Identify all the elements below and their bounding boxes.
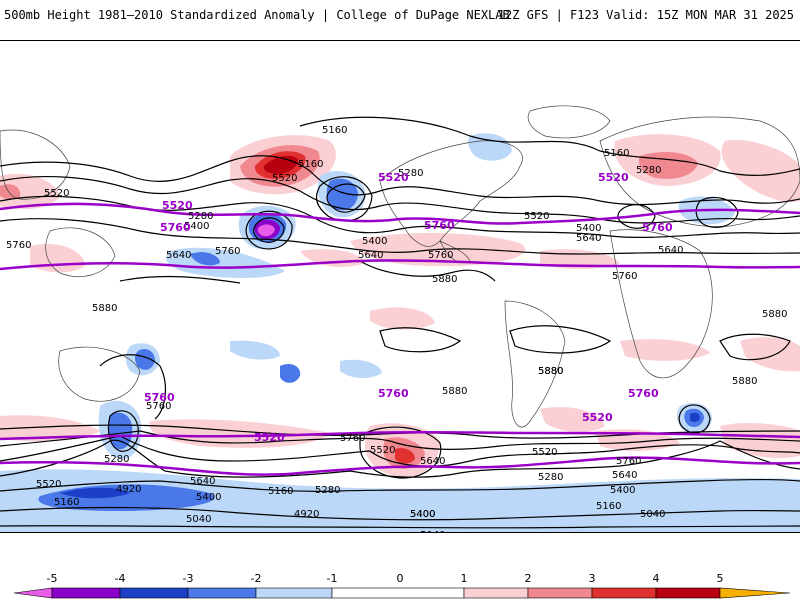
contour-label: 5400 [410, 509, 435, 520]
contour-label: 5520 [532, 447, 557, 458]
map-title: 500mb Height 1981–2010 Standardized Anom… [4, 8, 510, 22]
highlight-contour-label: 5760 [144, 391, 175, 404]
colorbar-tick-label: 4 [653, 572, 660, 585]
contour-label: 5760 [215, 246, 240, 257]
contour-label: 5040 [186, 514, 211, 525]
contour-label: 5400 [410, 509, 435, 520]
map-canvas[interactable]: 5160 5160 5280 5160 5280 5520 5520 5280 … [0, 41, 800, 533]
contour-label: 5760 [340, 433, 365, 444]
colorbar-tick-label: -4 [115, 572, 126, 585]
contour-label: 5400 [610, 485, 635, 496]
colorbar-tick-label: -5 [47, 572, 58, 585]
highlight-contours [0, 202, 800, 476]
colorbar-swatch [13, 587, 53, 599]
highlight-contour-label: 5520 [162, 199, 193, 212]
colorbar-tick-label: 0 [397, 572, 404, 585]
contour-label: 5640 [190, 476, 215, 487]
colorbar-swatch [255, 587, 333, 599]
contour-label: 5760 [6, 240, 31, 251]
contour-label: 5880 [732, 376, 757, 387]
highlight-contour-label: 5520 [254, 431, 285, 444]
contour-label: 5880 [92, 303, 117, 314]
contour-label: 5760 [616, 456, 641, 467]
colorbar-tick-label: -2 [251, 572, 262, 585]
contour-label: 5160 [298, 159, 323, 170]
contour-label: 5640 [576, 233, 601, 244]
contour-label: 5040 [640, 509, 665, 520]
colorbar-swatch [119, 587, 189, 599]
contour-label: 5760 [428, 250, 453, 261]
highlight-contour-label: 5520 [598, 171, 629, 184]
contour-label: 5400 [576, 223, 601, 234]
contour-label: 5280 [538, 472, 563, 483]
contour-label: 5160 [596, 501, 621, 512]
colorbar-swatch [463, 587, 529, 599]
contour-label: 5160 [54, 497, 79, 508]
contour-label: 5640 [358, 250, 383, 261]
colorbar-swatch [591, 587, 657, 599]
colorbar-swatch [331, 587, 465, 599]
contour-label: 4920 [294, 509, 319, 520]
colorbar-swatch [527, 587, 593, 599]
contour-label: 5760 [146, 401, 171, 412]
contour-label: 5520 [44, 188, 69, 199]
highlight-contour-label: 5520 [378, 171, 409, 184]
contour-label: 5880 [538, 366, 563, 377]
contour-label: 5280 [104, 454, 129, 465]
contour-label: 5760 [612, 271, 637, 282]
contour-labels: 5160 5160 5280 5160 5280 5520 5520 5280 … [6, 125, 787, 533]
contour-label: 5640 [166, 250, 191, 261]
contour-label: 5280 [398, 168, 423, 179]
contour-label: 5280 [188, 211, 213, 222]
colorbar-swatch [187, 587, 257, 599]
contour-label: 5640 [420, 456, 445, 467]
contour-label: 5640 [612, 470, 637, 481]
coastlines [0, 105, 800, 428]
colorbar-swatch [719, 587, 791, 599]
contour-label: 5160 [268, 486, 293, 497]
colorbar-legend: -5 -4 -3 -2 -1 0 1 2 3 4 5 [0, 570, 800, 600]
colorbar-tick-label: 1 [461, 572, 468, 585]
header: 500mb Height 1981–2010 Standardized Anom… [0, 0, 800, 40]
highlight-contour-label: 5760 [424, 219, 455, 232]
contour-label: 5880 [538, 366, 563, 377]
contour-label: 5880 [442, 386, 467, 397]
contour-label: 5520 [36, 479, 61, 490]
highlight-contour-label: 5520 [582, 411, 613, 424]
model-run-info: 12Z GFS | F123 Valid: 15Z MON MAR 31 202… [497, 8, 794, 22]
colorbar-ticks: -5 -4 -3 -2 -1 0 1 2 3 4 5 [47, 572, 724, 585]
highlight-contour-label: 5760 [628, 387, 659, 400]
contour-label: 5520 [272, 173, 297, 184]
colorbar-tick-label: 5 [717, 572, 724, 585]
contour-label: 5040 [420, 530, 445, 533]
contour-label: 5520 [524, 211, 549, 222]
colorbar-swatches [13, 587, 791, 599]
contour-label: 5400 [362, 236, 387, 247]
contour-label: 5280 [636, 165, 661, 176]
contour-label: 5280 [315, 485, 340, 496]
highlight-contour-label: 5760 [160, 221, 191, 234]
contour-label: 5160 [604, 148, 629, 159]
colorbar-tick-label: 3 [589, 572, 596, 585]
contour-label: 5640 [658, 245, 683, 256]
contour-label: 4920 [116, 484, 141, 495]
highlight-contour-label: 5760 [642, 221, 673, 234]
contour-label: 5160 [322, 125, 347, 136]
colorbar-tick-label: 2 [525, 572, 532, 585]
colorbar-swatch [655, 587, 721, 599]
contour-label: 5400 [184, 221, 209, 232]
contour-label: 5880 [762, 309, 787, 320]
colorbar-swatch [51, 587, 121, 599]
colorbar-tick-label: -1 [327, 572, 338, 585]
contour-label: 5520 [370, 445, 395, 456]
contour-label: 5400 [196, 492, 221, 503]
colorbar-tick-label: -3 [183, 572, 194, 585]
map-panel[interactable]: 5160 5160 5280 5160 5280 5520 5520 5280 … [0, 40, 800, 533]
highlight-contour-label: 5760 [378, 387, 409, 400]
contour-label: 5880 [432, 274, 457, 285]
